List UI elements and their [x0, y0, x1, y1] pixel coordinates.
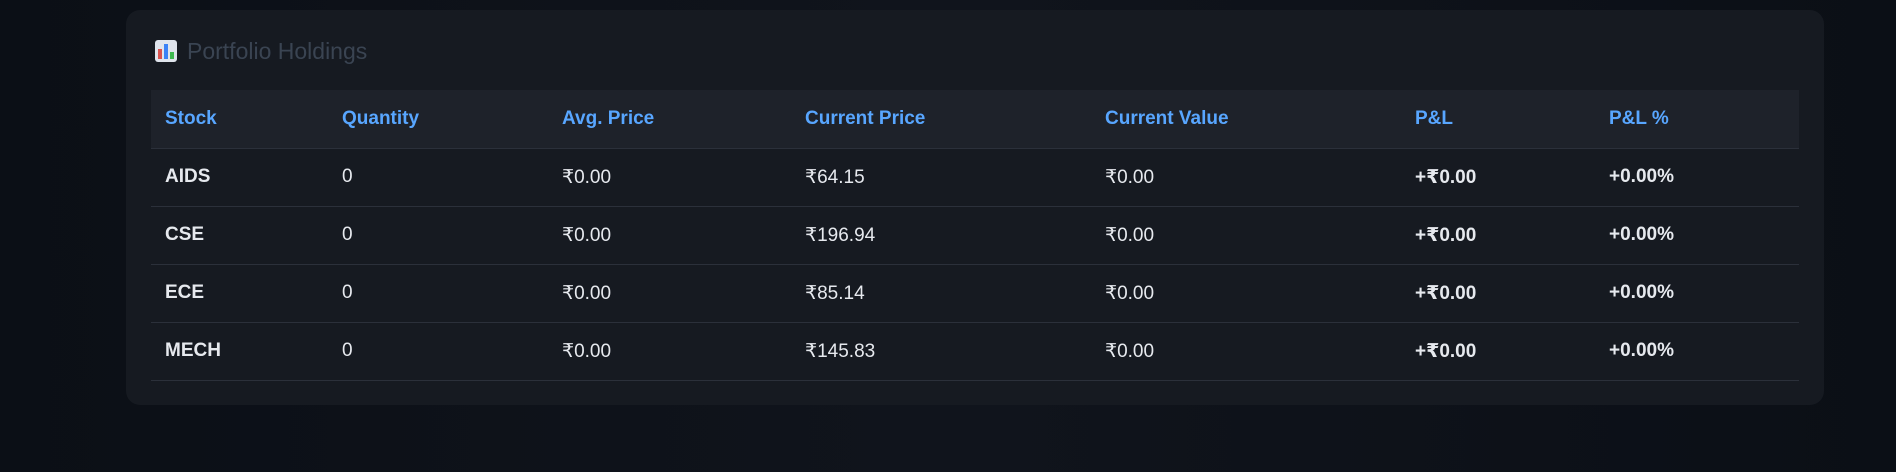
- cell-current-value: ₹0.00: [1091, 206, 1401, 265]
- header-row: Stock Quantity Avg. Price Current Price …: [151, 90, 1799, 149]
- portfolio-holdings-card: Portfolio Holdings Stock Quantity Avg. P…: [126, 10, 1824, 405]
- table-header: Stock Quantity Avg. Price Current Price …: [151, 90, 1799, 149]
- cell-current-price: ₹85.14: [791, 264, 1091, 323]
- card-title: Portfolio Holdings: [187, 37, 368, 64]
- cell-avg-price: ₹0.00: [548, 148, 791, 207]
- cell-pl: +₹0.00: [1401, 206, 1595, 265]
- table-body: AIDS 0 ₹0.00 ₹64.15 ₹0.00 +₹0.00 +0.00% …: [151, 148, 1799, 381]
- cell-pl-pct: +0.00%: [1595, 322, 1799, 381]
- cell-current-price: ₹64.15: [791, 148, 1091, 207]
- table-row[interactable]: AIDS 0 ₹0.00 ₹64.15 ₹0.00 +₹0.00 +0.00%: [151, 148, 1799, 207]
- cell-current-value: ₹0.00: [1091, 148, 1401, 207]
- cell-quantity: 0: [328, 322, 548, 381]
- cell-quantity: 0: [328, 206, 548, 265]
- bar-chart-icon: [155, 40, 177, 62]
- column-header-pl[interactable]: P&L: [1401, 90, 1595, 149]
- table-row[interactable]: CSE 0 ₹0.00 ₹196.94 ₹0.00 +₹0.00 +0.00%: [151, 206, 1799, 265]
- column-header-current-price[interactable]: Current Price: [791, 90, 1091, 149]
- cell-stock: AIDS: [151, 148, 328, 207]
- cell-avg-price: ₹0.00: [548, 264, 791, 323]
- column-header-stock[interactable]: Stock: [151, 90, 328, 149]
- column-header-pl-pct[interactable]: P&L %: [1595, 90, 1799, 149]
- cell-current-price: ₹145.83: [791, 322, 1091, 381]
- holdings-table: Stock Quantity Avg. Price Current Price …: [151, 90, 1799, 381]
- cell-current-price: ₹196.94: [791, 206, 1091, 265]
- cell-pl-pct: +0.00%: [1595, 206, 1799, 265]
- column-header-avg-price[interactable]: Avg. Price: [548, 90, 791, 149]
- table-row[interactable]: ECE 0 ₹0.00 ₹85.14 ₹0.00 +₹0.00 +0.00%: [151, 264, 1799, 323]
- column-header-current-value[interactable]: Current Value: [1091, 90, 1401, 149]
- cell-pl: +₹0.00: [1401, 264, 1595, 323]
- card-header: Portfolio Holdings: [151, 10, 1799, 90]
- cell-avg-price: ₹0.00: [548, 322, 791, 381]
- cell-pl: +₹0.00: [1401, 148, 1595, 207]
- cell-stock: CSE: [151, 206, 328, 265]
- column-header-quantity[interactable]: Quantity: [328, 90, 548, 149]
- cell-pl: +₹0.00: [1401, 322, 1595, 381]
- cell-stock: MECH: [151, 322, 328, 381]
- cell-quantity: 0: [328, 148, 548, 207]
- cell-avg-price: ₹0.00: [548, 206, 791, 265]
- cell-pl-pct: +0.00%: [1595, 264, 1799, 323]
- cell-current-value: ₹0.00: [1091, 322, 1401, 381]
- cell-stock: ECE: [151, 264, 328, 323]
- cell-quantity: 0: [328, 264, 548, 323]
- cell-current-value: ₹0.00: [1091, 264, 1401, 323]
- table-row[interactable]: MECH 0 ₹0.00 ₹145.83 ₹0.00 +₹0.00 +0.00%: [151, 322, 1799, 381]
- cell-pl-pct: +0.00%: [1595, 148, 1799, 207]
